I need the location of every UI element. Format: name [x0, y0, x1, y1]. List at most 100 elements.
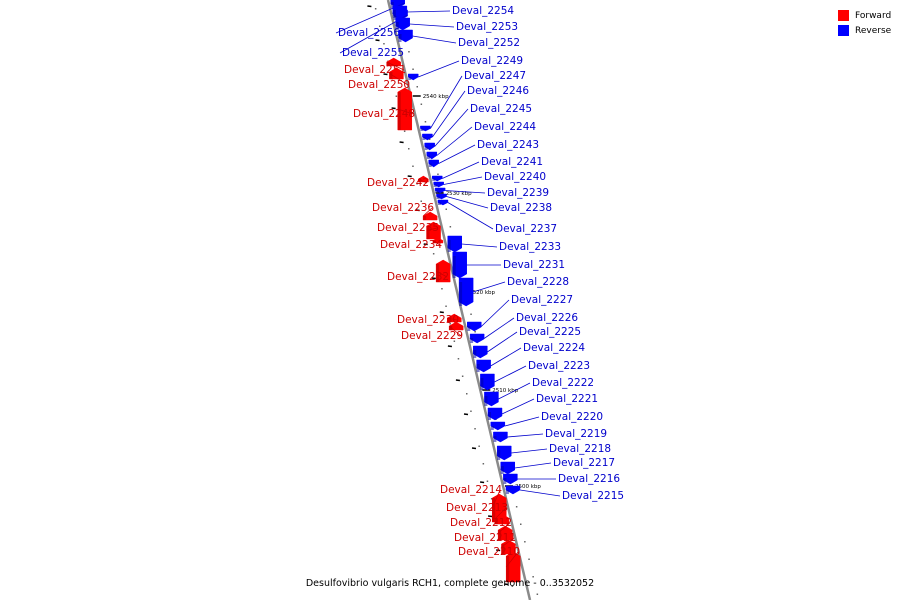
gene-shading [397, 92, 401, 130]
gene-shading [408, 77, 412, 80]
reverse-swatch [838, 25, 849, 36]
gene-leader-line [497, 522, 511, 534]
gene-leader-line [418, 60, 460, 78]
gene-leader-line [397, 108, 414, 115]
gene-leader-line [436, 126, 473, 156]
scale-mark-label: 2500 kbp [515, 484, 541, 490]
gene-label: Deval_2226 [516, 312, 578, 324]
gene-leader-line [412, 35, 457, 44]
gene-label: Deval_2249 [461, 55, 523, 67]
scale-tick [463, 413, 469, 416]
gene-shading [467, 326, 471, 331]
gene-shading [422, 137, 426, 140]
track-dot [408, 51, 410, 53]
gene-shading [420, 128, 424, 131]
track-dot [449, 323, 451, 325]
gene-label: Deval_2222 [532, 377, 594, 389]
track-dot [486, 480, 489, 482]
track-dot [428, 138, 431, 140]
track-dot [536, 593, 539, 595]
gene-leader-line [507, 433, 544, 438]
gene-leader-line [418, 178, 428, 184]
gene-leader-line [490, 347, 522, 367]
gene-leader-line [505, 551, 519, 568]
gene-label: Deval_2218 [549, 443, 611, 455]
gene-label: Deval_2244 [474, 121, 536, 133]
gene-glyph [448, 321, 464, 331]
scale-mark-label: 2540 kbp [423, 94, 449, 100]
gene-leader-line [461, 243, 498, 248]
gene-leader-line [514, 462, 552, 469]
gene-leader-line [446, 196, 489, 209]
scale-tick [447, 345, 452, 348]
track-dot [511, 585, 514, 587]
gene-label: Deval_2256 [338, 27, 400, 39]
scale-tick [407, 175, 412, 178]
gene-shading [506, 556, 510, 582]
gene-label: Deval_2254 [452, 5, 514, 17]
gene-label: Deval_2238 [490, 202, 552, 214]
legend-forward: Forward [838, 8, 891, 23]
gene-shading [487, 412, 491, 420]
gene-leader-line [438, 144, 476, 164]
gene-label: Deval_2225 [519, 326, 581, 338]
track-dot [412, 68, 414, 70]
gene-leader-line [483, 317, 515, 339]
gene-glyph [497, 525, 513, 541]
gene-shading [392, 10, 396, 18]
track-dot [470, 410, 472, 412]
scale-tick [383, 73, 388, 76]
legend-reverse-label: Reverse [855, 25, 892, 36]
gene-leader-line [498, 382, 531, 400]
scale-mark-label: 2520 kbp [469, 290, 495, 296]
legend-forward-label: Forward [855, 10, 892, 21]
scale-mark-label: 2510 kbp [492, 388, 518, 394]
gene-glyph [490, 421, 506, 431]
gene-shading [490, 426, 494, 430]
scale-tick [391, 107, 396, 110]
gene-shading [480, 378, 484, 390]
track-dot [383, 43, 385, 45]
gene-shading [390, 2, 394, 8]
gene-shading [498, 530, 502, 540]
gene-label: Deval_2214 [440, 484, 502, 496]
gene-shading [484, 396, 488, 406]
track-dot [461, 375, 464, 377]
gene-shading [398, 34, 402, 42]
gene-leader-line [435, 270, 448, 278]
gene-label: Deval_2210 [458, 546, 520, 558]
gene-label: Deval_2247 [464, 70, 526, 82]
gene-leader-line [504, 416, 540, 427]
track-dot [532, 576, 534, 578]
gene-label: Deval_2240 [484, 171, 546, 183]
gene-leader-line [443, 176, 483, 185]
gene-label: Deval_2255 [342, 47, 404, 59]
gene-label: Deval_2212 [450, 517, 512, 529]
gene-shading [436, 196, 440, 199]
gene-leader-line [406, 10, 451, 13]
gene-glyph [505, 485, 521, 495]
scale-tick [439, 311, 444, 314]
gene-leader-line [472, 281, 506, 293]
gene-leader-line [491, 489, 501, 509]
track-dot [416, 86, 418, 88]
track-dot [412, 165, 414, 167]
scale-tick [415, 209, 420, 212]
gene-leader-line [432, 90, 466, 138]
gene-leader-line [487, 331, 518, 353]
gene-leader-line [434, 108, 469, 147]
scale-tick [471, 447, 477, 450]
gene-leader-line [494, 507, 507, 520]
gene-shading [492, 498, 496, 522]
gene-label: Deval_2228 [507, 276, 569, 288]
gene-label: Deval_2227 [511, 294, 573, 306]
gene-label: Deval_2252 [458, 37, 520, 49]
track-dot [449, 226, 452, 228]
gene-glyph [503, 473, 518, 485]
track-dot [379, 25, 381, 27]
gene-shading [437, 202, 441, 205]
track-dot [466, 393, 468, 395]
gene-label: Deval_2221 [536, 393, 598, 405]
scale-tick [480, 481, 485, 484]
gene-leader-line [447, 202, 494, 230]
